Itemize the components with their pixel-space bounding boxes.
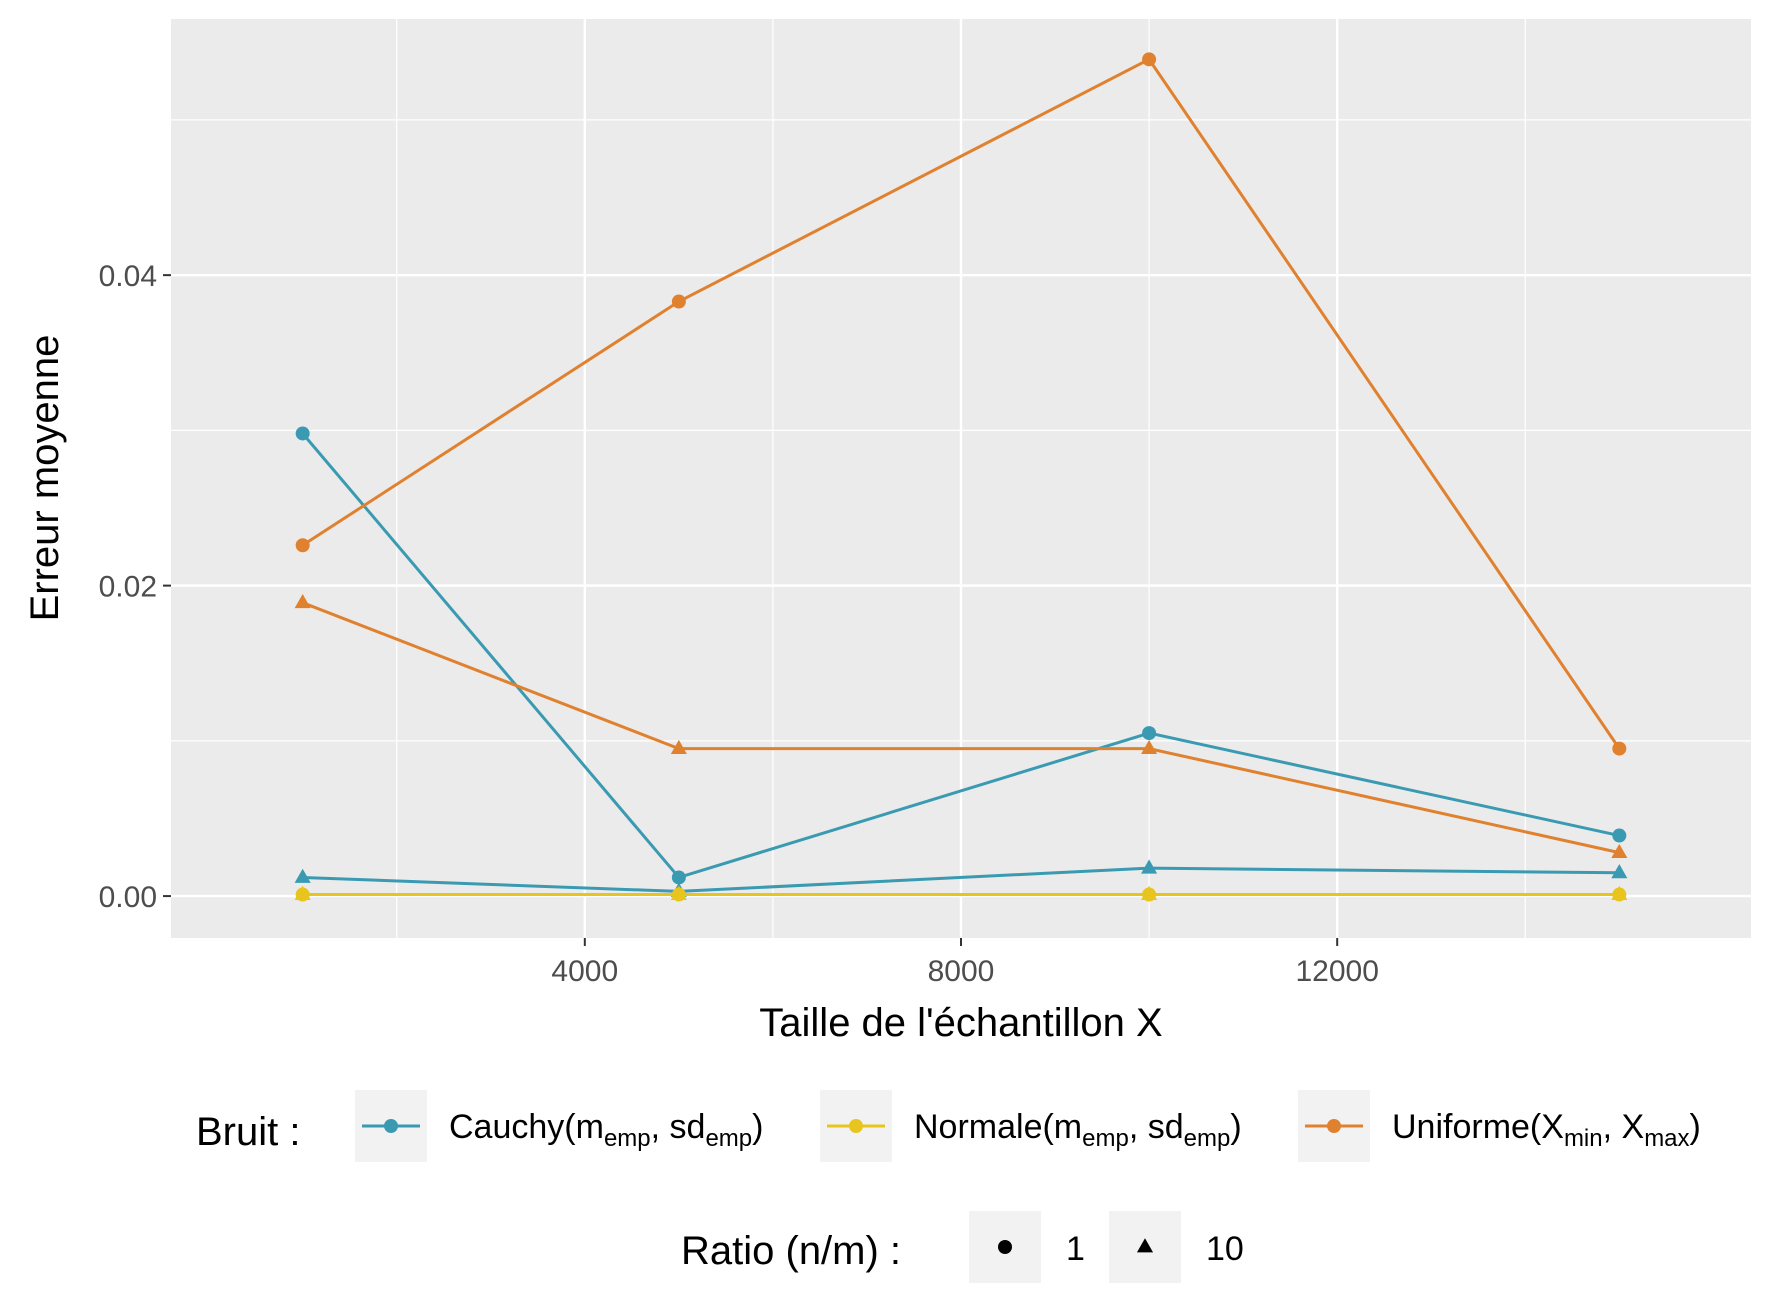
legend-ratio-label: 10 [1206,1230,1244,1268]
legend-ratio-label: 1 [1066,1230,1085,1268]
legend-ratio-marker [998,1240,1012,1254]
data-point-normale-10 [294,885,311,900]
legend-key-uniforme: Uniforme(Xmin, Xmax) [1298,1090,1701,1162]
data-point-uniforme-10 [1141,739,1158,755]
tick-labels: 4000 8000 12000 0.00 0.02 0.04 [99,260,1379,988]
data-point-cauchy-1 [295,426,310,441]
series-cauchy-1 [295,426,1627,885]
x-tick-label: 12000 [1295,955,1378,988]
axis-ticks [163,274,1339,946]
data-point-cauchy-1 [1612,828,1627,843]
data-point-cauchy-1 [671,870,686,885]
series-line-cauchy-1 [301,432,1620,880]
legend-ratio-title: Ratio (n/m) : [681,1229,901,1273]
series-line-uniforme-1 [301,57,1621,750]
series-layer [294,52,1628,902]
data-point-uniforme-10 [294,593,311,609]
data-point-uniforme-10 [1611,843,1628,859]
major-gridlines [171,19,1751,938]
legend-key-point [1327,1119,1341,1133]
legend-bruit: Bruit : Cauchy(memp, sdemp) Normale(memp,… [196,1090,1701,1162]
data-point-uniforme-1 [1142,52,1157,67]
data-point-cauchy-10 [1141,859,1158,874]
data-point-normale-10 [1611,885,1628,900]
legend-bruit-title: Bruit : [196,1110,300,1154]
legend-label-normale: Normale(memp, sdemp) [914,1108,1242,1152]
legend-key-cauchy: Cauchy(memp, sdemp) [355,1090,763,1162]
data-point-normale-10 [1141,885,1158,900]
legend-label-uniforme: Uniforme(Xmin, Xmax) [1392,1108,1701,1152]
legend-ratio-key-1: 1 [969,1211,1085,1283]
data-point-cauchy-10 [1611,864,1628,879]
legend-label-cauchy: Cauchy(memp, sdemp) [449,1108,763,1152]
series-line-cauchy-10 [302,866,1620,893]
data-point-uniforme-10 [670,739,687,755]
data-point-uniforme-1 [671,294,686,309]
data-point-cauchy-10 [294,868,311,883]
x-tick-label: 8000 [928,955,995,988]
y-tick-label: 0.00 [99,881,157,914]
data-point-uniforme-1 [295,538,310,553]
data-point-normale-10 [670,885,687,900]
x-axis-title: Taille de l'échantillon X [759,1001,1162,1045]
series-uniforme-1 [295,52,1627,756]
legend-key-point [384,1119,398,1133]
y-tick-label: 0.04 [99,260,157,293]
x-tick-label: 4000 [551,955,618,988]
series-normale-10 [294,885,1628,900]
legend-ratio: Ratio (n/m) : 1 10 [681,1211,1244,1283]
y-axis-title: Erreur moyenne [23,335,67,622]
series-uniforme-10 [294,593,1628,859]
legend-ratio-marker [1136,1238,1154,1253]
legend-key-normale: Normale(memp, sdemp) [820,1090,1242,1162]
legend-key-point [849,1119,863,1133]
legend-ratio-key-10: 10 [1109,1211,1244,1283]
y-tick-label: 0.02 [99,571,157,604]
data-point-cauchy-1 [1142,726,1157,741]
series-line-uniforme-10 [302,601,1620,855]
data-point-uniforme-1 [1612,741,1627,756]
